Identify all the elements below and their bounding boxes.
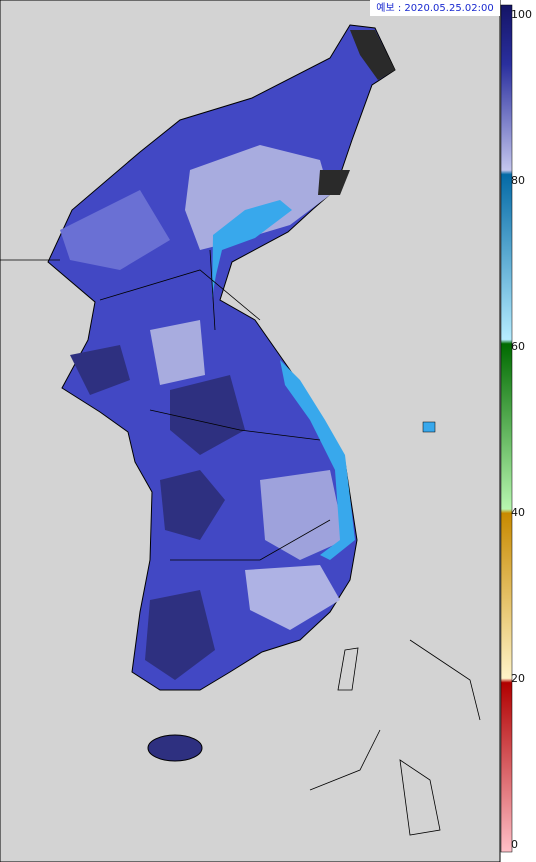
color-scale-labels: 100 80 60 40 20 0 [511,8,532,851]
forecast-timestamp: 예보 : 2020.05.25.02:00 [376,2,493,14]
scale-label: 0 [511,838,518,851]
scale-label: 40 [511,506,525,519]
color-scale [500,4,513,853]
scale-label: 20 [511,672,525,685]
peninsula [0,24,481,836]
timestamp-box [370,0,500,16]
scale-label: 60 [511,340,525,353]
scale-label: 100 [511,8,532,21]
scale-label: 80 [511,174,525,187]
